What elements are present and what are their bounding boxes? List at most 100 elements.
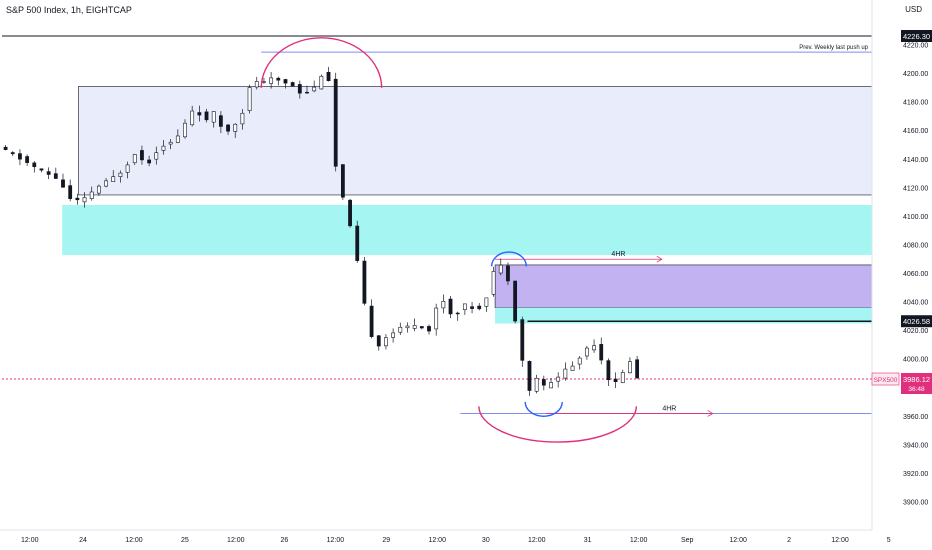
candle-body: [290, 82, 295, 87]
symbol-tag: SPX500: [874, 377, 898, 384]
candle-body: [183, 122, 187, 138]
candle-body: [369, 305, 374, 337]
candle-body: [484, 297, 489, 307]
candle-body: [132, 154, 137, 164]
y-tick-label: 4220.00: [903, 43, 928, 50]
candle-body: [211, 111, 216, 123]
candle-body: [412, 325, 417, 329]
candle-body: [534, 377, 539, 392]
x-tick-label: Sep: [681, 537, 694, 544]
candle-body: [82, 197, 87, 203]
candle-body: [32, 162, 37, 168]
x-tick-label: 24: [79, 537, 87, 544]
candle-body: [405, 325, 410, 329]
price-label-current: 3986.12: [903, 375, 930, 384]
x-tick-label: 5: [887, 537, 891, 544]
candle-body: [233, 123, 238, 132]
price-label-current-bg: [901, 373, 932, 395]
candle-body: [470, 306, 474, 309]
candle-body: [577, 357, 582, 365]
candle-body: [620, 372, 625, 383]
candle-body: [68, 185, 73, 199]
candle-body: [462, 303, 467, 310]
candle-body: [297, 84, 302, 94]
candle-body: [161, 145, 166, 151]
bottom-pink-arc: [478, 406, 638, 443]
candle-body: [262, 81, 266, 83]
candle-body: [25, 156, 30, 163]
y-tick-label: 4060.00: [903, 271, 928, 278]
candle-body: [226, 124, 230, 132]
candle-body: [218, 115, 223, 127]
mid-blue-arc: [490, 251, 528, 267]
y-tick-label: 4200.00: [903, 71, 928, 78]
x-tick-label: 12:00: [227, 537, 245, 544]
candle-body: [269, 77, 274, 84]
candle-body: [376, 335, 381, 347]
candle-body: [563, 368, 568, 379]
y-tick-label: 3900.00: [903, 500, 928, 507]
candle-body: [613, 378, 618, 383]
candle-body: [398, 326, 403, 333]
y-tick-label: 3940.00: [903, 442, 928, 449]
candle-body: [427, 326, 431, 332]
candle-body: [319, 75, 324, 90]
symbol-title: S&P 500 Index, 1h, EIGHTCAP: [6, 5, 132, 15]
candle-body: [140, 150, 144, 161]
candle-body: [312, 86, 317, 92]
candle-body: [348, 199, 352, 227]
candle-body: [305, 91, 309, 94]
candle-body: [556, 376, 561, 382]
y-tick-label: 4080.00: [903, 242, 928, 249]
x-tick-label: 2: [787, 537, 791, 544]
x-tick-label: 12:00: [21, 537, 39, 544]
candle-body: [175, 135, 180, 143]
candle-body: [39, 168, 44, 171]
currency-label: USD: [905, 5, 922, 14]
x-tick-label: 12:00: [528, 537, 546, 544]
candle-body: [3, 146, 8, 150]
candle-body: [448, 298, 453, 315]
4hr-lower-arrow-head: [707, 410, 714, 417]
candle-body: [118, 172, 123, 177]
candle-body: [491, 271, 496, 295]
price-label-4226: 4226.30: [903, 32, 930, 41]
candle-body: [362, 260, 367, 304]
candle-body: [541, 379, 546, 386]
candle-body: [125, 164, 130, 173]
x-tick-label: 12:00: [831, 537, 849, 544]
x-tick-label: 29: [382, 537, 390, 544]
purple-supply-zone: [494, 264, 873, 309]
candle-body: [434, 307, 439, 330]
candle-body: [283, 79, 288, 84]
y-tick-label: 4140.00: [903, 157, 928, 164]
candle-body: [53, 173, 58, 179]
candle-body: [197, 112, 202, 116]
x-tick-label: 25: [181, 537, 189, 544]
candle-body: [75, 197, 80, 201]
y-tick-label: 3920.00: [903, 471, 928, 478]
candle-body: [549, 382, 553, 389]
candle-body: [333, 78, 338, 167]
candle-body: [276, 77, 281, 81]
candle-body: [355, 225, 360, 261]
candle-body: [247, 87, 252, 111]
upper-supply-zone: [78, 86, 873, 196]
candle-body: [599, 344, 604, 361]
y-tick-label: 4000.00: [903, 357, 928, 364]
candle-body: [89, 191, 94, 199]
y-tick-label: 4020.00: [903, 328, 928, 335]
x-tick-label: 12:00: [729, 537, 747, 544]
candle-body: [384, 337, 388, 347]
candle-body: [455, 312, 460, 315]
x-tick-label: 31: [584, 537, 592, 544]
candle-body: [477, 305, 482, 310]
candle-body: [498, 264, 503, 274]
candle-body: [240, 112, 245, 125]
price-label-4226-bg: [901, 30, 932, 43]
symbol-tag-bg: [871, 372, 900, 386]
candle-body: [254, 81, 259, 88]
candle-body: [520, 319, 525, 361]
candles: [3, 66, 640, 396]
